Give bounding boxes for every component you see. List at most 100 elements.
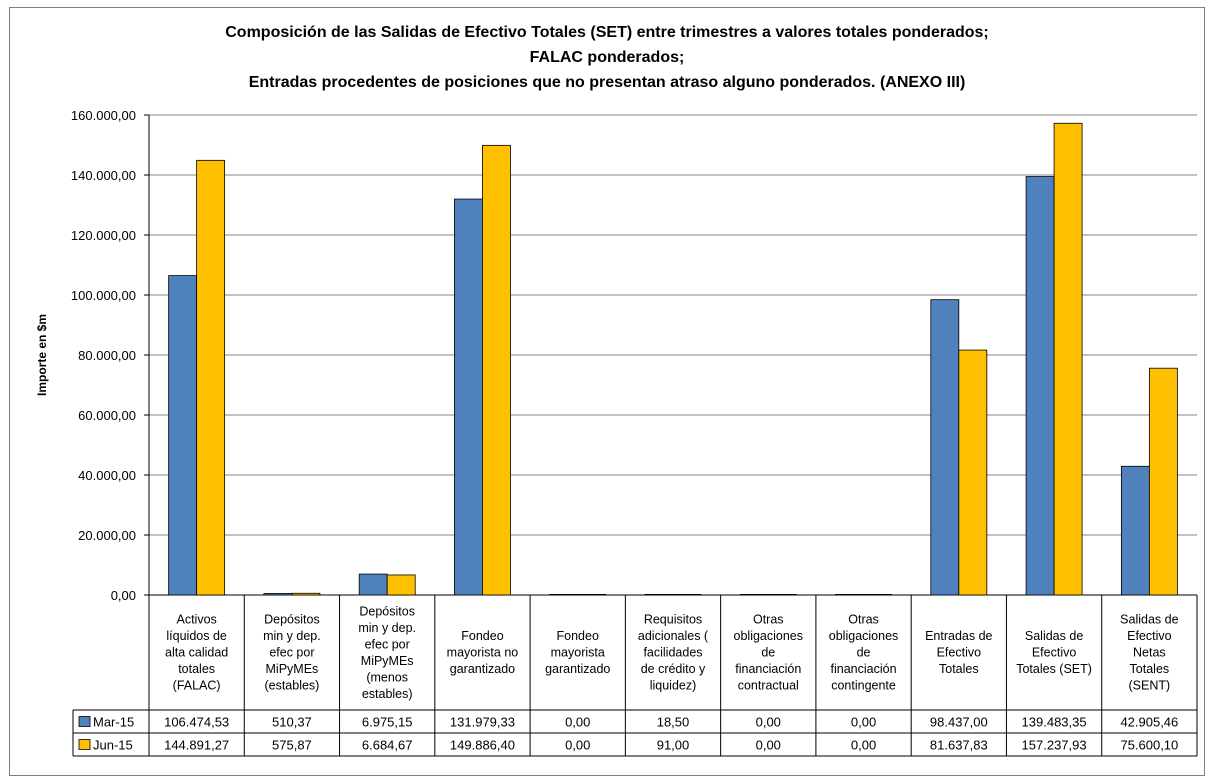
category-label: de [761, 646, 775, 660]
y-tick-label: 160.000,00 [71, 108, 136, 123]
legend-swatch-mar-15 [78, 716, 91, 727]
data-label: 0,00 [756, 738, 781, 753]
category-label: Depósitos [359, 604, 415, 618]
y-tick-label: 0,00 [111, 588, 136, 603]
bar-jun-15 [672, 594, 702, 596]
category-label: (FALAC) [173, 679, 221, 693]
category-label: (estables) [264, 679, 319, 693]
bar-mar-15 [263, 593, 293, 596]
data-label: 0,00 [565, 738, 590, 753]
data-label: 0,00 [565, 715, 590, 730]
category-label: financiación [735, 662, 801, 676]
data-label: 575,87 [272, 738, 312, 753]
category-label: Activos [176, 613, 216, 627]
category-label: Efectivo [937, 646, 982, 660]
category-label: Efectivo [1127, 629, 1172, 643]
category-label: Totales [939, 662, 979, 676]
bar-mar-15 [549, 594, 579, 596]
category-label: financiación [831, 662, 897, 676]
y-tick-label: 120.000,00 [71, 228, 136, 243]
category-label: Salidas de [1120, 613, 1178, 627]
category-label: Requisitos [644, 613, 702, 627]
category-label: totales [178, 662, 215, 676]
bar-mar-15 [454, 198, 483, 596]
bar-jun-15 [1148, 367, 1178, 596]
bar-jun-15 [482, 144, 511, 596]
data-label: 81.637,83 [930, 738, 988, 753]
bar-jun-15 [863, 594, 892, 596]
category-label: adicionales ( [638, 629, 709, 643]
category-label: de crédito y [641, 662, 706, 676]
bar-mar-15 [1120, 465, 1150, 596]
bar-jun-15 [958, 349, 988, 596]
category-label: MiPyMEs [266, 662, 319, 676]
y-tick-label: 20.000,00 [78, 528, 136, 543]
data-label: 0,00 [851, 738, 876, 753]
category-label: Salidas de [1025, 629, 1083, 643]
category-label: min y dep. [263, 629, 321, 643]
chart-title-line: Entradas procedentes de posiciones que n… [249, 74, 966, 91]
category-label: obligaciones [734, 629, 804, 643]
category-label: de [857, 646, 871, 660]
bar-jun-15 [196, 159, 226, 596]
category-label: líquidos de [166, 629, 227, 643]
bar-mar-15 [358, 573, 388, 596]
category-label: Entradas de [925, 629, 992, 643]
data-label: 106.474,53 [164, 715, 229, 730]
data-label: 149.886,40 [450, 738, 515, 753]
data-label: 6.975,15 [362, 715, 413, 730]
category-label: Otras [753, 613, 784, 627]
category-label: Otras [848, 613, 879, 627]
bar-mar-15 [1025, 176, 1055, 596]
bar-jun-15 [767, 594, 797, 596]
data-label: 510,37 [272, 715, 312, 730]
chart-title-line: FALAC ponderados; [530, 49, 685, 66]
category-label: mayorista no [447, 646, 519, 660]
data-label: 0,00 [756, 715, 781, 730]
category-label: Fondeo [461, 629, 503, 643]
category-label: (SENT) [1129, 679, 1171, 693]
data-label: 6.684,67 [362, 738, 413, 753]
data-label: 139.483,35 [1022, 715, 1087, 730]
category-label: facilidades [643, 646, 702, 660]
bar-mar-15 [930, 299, 960, 596]
data-label: 157.237,93 [1022, 738, 1087, 753]
category-label: Totales [1130, 662, 1170, 676]
bar-jun-15 [386, 574, 416, 596]
category-label: contingente [831, 679, 896, 693]
category-label: garantizado [450, 662, 515, 676]
bar-mar-15 [739, 594, 769, 596]
y-tick-label: 60.000,00 [78, 408, 136, 423]
category-label: liquidez) [650, 679, 697, 693]
bar-mar-15 [835, 594, 864, 596]
legend-label: Mar-15 [93, 715, 134, 730]
data-label: 91,00 [657, 738, 690, 753]
legend-swatch-jun-15 [78, 739, 91, 750]
category-label: Depósitos [264, 613, 320, 627]
y-tick-label: 100.000,00 [71, 288, 136, 303]
chart-title-line: Composición de las Salidas de Efectivo T… [225, 24, 988, 41]
legend-label: Jun-15 [93, 738, 133, 753]
category-label: Netas [1133, 646, 1166, 660]
category-label: (menos [366, 670, 408, 684]
category-label: min y dep. [358, 621, 416, 635]
bar-jun-15 [291, 592, 321, 596]
bar-jun-15 [1053, 122, 1083, 596]
y-tick-label: 140.000,00 [71, 168, 136, 183]
bar-mar-15 [644, 594, 674, 596]
category-label: Totales (SET) [1016, 662, 1092, 676]
bar-mar-15 [168, 275, 198, 596]
category-label: efec por [365, 637, 410, 651]
data-label: 75.600,10 [1120, 738, 1178, 753]
category-label: efec por [269, 646, 314, 660]
data-label: 18,50 [657, 715, 690, 730]
data-label: 42.905,46 [1120, 715, 1178, 730]
category-label: contractual [738, 679, 799, 693]
data-label: 98.437,00 [930, 715, 988, 730]
category-label: Efectivo [1032, 646, 1077, 660]
category-label: estables) [362, 687, 413, 701]
category-label: obligaciones [829, 629, 899, 643]
category-label: MiPyMEs [361, 654, 414, 668]
y-axis-label: Importe en $m [35, 314, 49, 396]
